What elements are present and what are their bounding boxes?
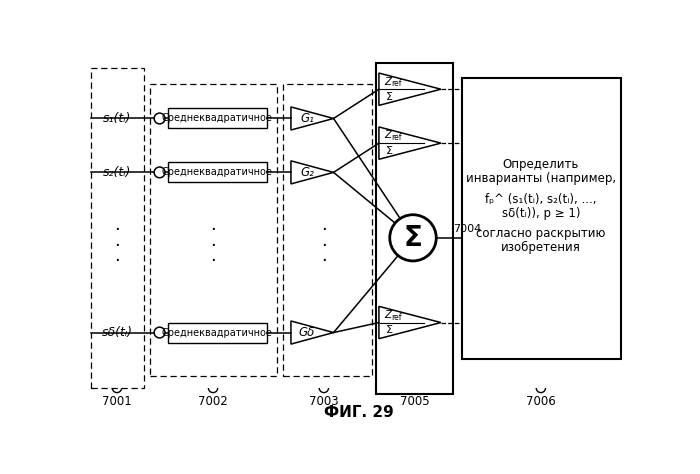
Bar	[92, 68, 144, 388]
Text: 7002: 7002	[198, 395, 228, 408]
Text: согласно раскрытию: согласно раскрытию	[476, 228, 606, 240]
Text: ref: ref	[391, 133, 402, 142]
Circle shape	[390, 215, 436, 261]
Text: fₚ^ (s₁(tᵢ), s₂(tᵢ), ...,: fₚ^ (s₁(tᵢ), s₂(tᵢ), ...,	[485, 193, 596, 206]
Text: Σ: Σ	[404, 224, 422, 252]
Text: G₁: G₁	[300, 112, 314, 125]
Bar	[168, 163, 267, 182]
Text: sδ(tᵢ)), p ≥ 1): sδ(tᵢ)), p ≥ 1)	[502, 207, 580, 219]
Bar	[376, 63, 454, 394]
Text: Z: Z	[384, 76, 391, 87]
Text: изобретения: изобретения	[501, 241, 581, 255]
Text: ·: ·	[210, 252, 216, 270]
Text: s₂(tᵢ): s₂(tᵢ)	[103, 166, 131, 179]
Text: ·: ·	[114, 252, 120, 270]
Text: ·: ·	[321, 237, 327, 255]
Text: Определить: Определить	[503, 158, 579, 171]
Text: Z: Z	[384, 130, 391, 140]
Text: s₁(tᵢ): s₁(tᵢ)	[103, 112, 131, 125]
Text: ref: ref	[391, 79, 402, 88]
Text: ref: ref	[391, 313, 402, 322]
Bar	[283, 84, 372, 376]
Text: Σ: Σ	[386, 146, 393, 156]
Text: Σ: Σ	[386, 92, 393, 102]
Text: sδ(tᵢ): sδ(tᵢ)	[102, 326, 132, 339]
Text: Σ: Σ	[386, 325, 393, 335]
Text: ·: ·	[210, 237, 216, 255]
Bar	[462, 78, 621, 359]
Text: 7005: 7005	[400, 395, 429, 408]
Text: Z: Z	[384, 310, 391, 320]
Bar	[150, 84, 277, 376]
Text: инварианты (например,: инварианты (например,	[466, 172, 616, 185]
Text: Gδ: Gδ	[299, 326, 315, 339]
Text: ·: ·	[114, 221, 120, 239]
Text: 7003: 7003	[309, 395, 339, 408]
Text: ·: ·	[321, 252, 327, 270]
Bar	[168, 109, 267, 128]
Text: 7004: 7004	[454, 224, 482, 234]
Text: ·: ·	[114, 237, 120, 255]
Text: G₂: G₂	[300, 166, 314, 179]
Text: 7006: 7006	[526, 395, 556, 408]
Text: 7001: 7001	[102, 395, 132, 408]
Text: Среднеквадратичное: Среднеквадратичное	[162, 167, 273, 177]
Bar	[168, 322, 267, 343]
Text: ·: ·	[210, 221, 216, 239]
Text: Среднеквадратичное: Среднеквадратичное	[162, 328, 273, 337]
Text: ·: ·	[321, 221, 327, 239]
Text: Среднеквадратичное: Среднеквадратичное	[162, 113, 273, 124]
Text: ФИГ. 29: ФИГ. 29	[324, 405, 393, 420]
